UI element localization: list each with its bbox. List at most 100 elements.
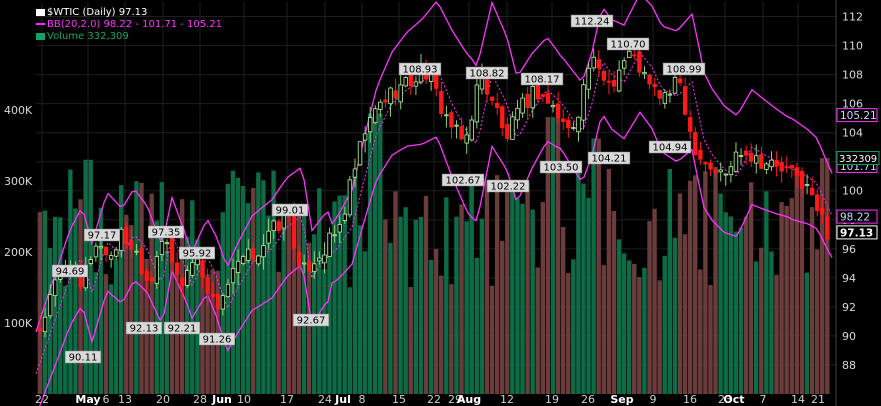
x-axis-label: May (75, 393, 100, 406)
candle-body (637, 51, 642, 73)
candle-body (642, 71, 647, 75)
candle-body (37, 328, 43, 332)
annotation-box (606, 37, 650, 51)
candle-body (474, 84, 480, 123)
price-tick-label: 112 (842, 11, 863, 24)
candle-body (154, 256, 160, 284)
volume-bar (185, 236, 190, 394)
candle-body (682, 86, 688, 115)
volume-bar (139, 182, 144, 394)
volume-bar (291, 228, 297, 394)
candle-body (809, 187, 815, 196)
x-axis-label: Jul (334, 393, 351, 406)
candle-body (357, 141, 363, 166)
annotation-box (272, 203, 308, 217)
candle-body (53, 279, 58, 297)
candle-body (271, 220, 276, 232)
candle-body (743, 150, 749, 156)
volume-bar (149, 193, 154, 394)
volume-bar (68, 169, 73, 394)
last-value-label-bb_lower: 98.22 (840, 212, 870, 224)
candle-body (550, 105, 556, 108)
volume-tick-label: 300K (4, 175, 33, 188)
volume-bar (601, 265, 606, 394)
volume-bar (235, 177, 241, 394)
volume-bar (693, 175, 698, 394)
volume-bar (632, 263, 637, 394)
candle-body (596, 59, 601, 69)
candle-body (484, 79, 490, 95)
candle-body (225, 283, 231, 298)
volume-bar (698, 269, 703, 394)
volume-bar (530, 209, 535, 394)
x-axis-label: 6 (103, 393, 110, 406)
candle-body (708, 162, 713, 170)
candle-body (362, 133, 368, 141)
candle-body (703, 162, 708, 165)
legend-bb: BB(20,2.0) 98.22 - 101.71 - 105.21 (36, 19, 222, 30)
volume-bar (428, 259, 434, 394)
volume-bars (37, 113, 830, 395)
volume-bar (621, 253, 627, 394)
volume-bar (195, 239, 200, 394)
volume-bar (113, 259, 119, 394)
candle-body (667, 93, 673, 96)
candle-body (240, 256, 246, 265)
volume-bar (73, 208, 78, 394)
volume-bar (251, 188, 256, 394)
candle-body (520, 97, 525, 114)
volume-bar (134, 181, 139, 394)
candle-body (657, 90, 662, 99)
candle-body (581, 84, 586, 121)
x-axis-label: 7 (760, 393, 767, 406)
candle-body (540, 93, 546, 97)
candle-body (454, 124, 459, 127)
candle-body (804, 184, 810, 186)
volume-bar (647, 220, 652, 394)
volume-bar (682, 234, 688, 394)
candle-body (159, 240, 165, 256)
candle-body (444, 114, 449, 117)
volume-bar (433, 248, 439, 394)
volume-tick-label: 100K (4, 317, 33, 330)
annotation-label: 108.93 (403, 65, 438, 76)
annotation-label: 95.92 (183, 249, 212, 260)
annotation-label: 92.21 (168, 324, 197, 335)
volume-bar (499, 240, 505, 394)
annotation-box (648, 140, 692, 154)
candle-body (114, 249, 119, 257)
candle-body (571, 127, 576, 129)
candle-body (494, 102, 500, 108)
volume-bar (286, 214, 292, 394)
candle-body (799, 170, 805, 189)
legend-price-text: $WTIC (Daily) 97.13 (47, 7, 148, 18)
x-axis-label: 20 (156, 393, 170, 406)
candle-body (332, 234, 337, 237)
volume-bar (190, 200, 195, 394)
annotation-box (148, 225, 184, 239)
volume-bar (479, 218, 485, 394)
volume-bar (322, 269, 327, 394)
candle-body (266, 230, 271, 244)
annotation-label: 99.01 (276, 206, 305, 217)
volume-bar (383, 219, 388, 394)
candle-body (251, 248, 256, 260)
x-axis-label: 15 (392, 393, 406, 406)
volume-bar (256, 172, 261, 394)
x-axis-label: Oct (723, 393, 744, 406)
candle-body (789, 164, 795, 169)
candle-body (525, 93, 530, 108)
candle-body (42, 316, 48, 333)
annotation-box (293, 313, 329, 327)
annotation-label: 97.35 (152, 228, 181, 239)
annotation-label: 104.21 (592, 154, 627, 165)
volume-bar (560, 226, 566, 394)
volume-bar (494, 175, 500, 394)
candle-body (576, 116, 581, 133)
volume-bar (794, 167, 800, 394)
x-axis-label: 9 (650, 393, 657, 406)
candle-body (505, 124, 510, 139)
volume-bar (713, 167, 718, 394)
